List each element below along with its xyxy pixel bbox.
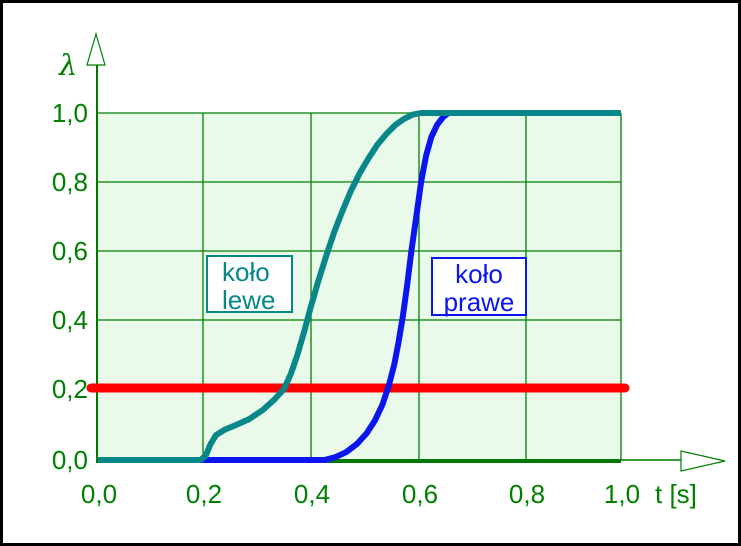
series-lines	[98, 110, 621, 463]
x-axis-arrow-icon	[680, 450, 726, 472]
plot-svg	[86, 31, 726, 472]
y-tick-label: 0,0	[51, 445, 88, 475]
y-tick-label: 0,8	[51, 167, 88, 197]
series-line-koło-lewe	[98, 110, 621, 463]
x-axis-title: t [s]	[655, 479, 697, 509]
x-tick-label: 0,2	[185, 479, 223, 509]
x-tick-label: 0,8	[508, 479, 546, 509]
legend-left-line2: lewe	[222, 285, 276, 315]
legend-right-line1: koło	[455, 259, 503, 289]
legend-right-line2: prawe	[443, 287, 515, 317]
y-tick-label: 0,6	[51, 236, 88, 266]
x-tick-label: 0,6	[401, 479, 439, 509]
y-axis-arrow-icon	[86, 31, 106, 66]
x-tick-label: 1,0	[603, 479, 641, 509]
x-tick-label: 0,0	[80, 479, 118, 509]
y-tick-label: 1,0	[51, 98, 88, 128]
plot-area	[98, 113, 621, 461]
legend-right-box: koło prawe	[431, 257, 527, 316]
legend-left-box: koło lewe	[206, 255, 293, 315]
y-tick-label: 0,2	[51, 374, 88, 404]
legend-left-line1: koło	[222, 257, 270, 287]
y-axis-title: λ	[59, 48, 78, 82]
y-tick-label: 0,4	[51, 305, 88, 335]
series-line-koło-prawe	[98, 110, 621, 463]
x-tick-label: 0,4	[293, 479, 331, 509]
